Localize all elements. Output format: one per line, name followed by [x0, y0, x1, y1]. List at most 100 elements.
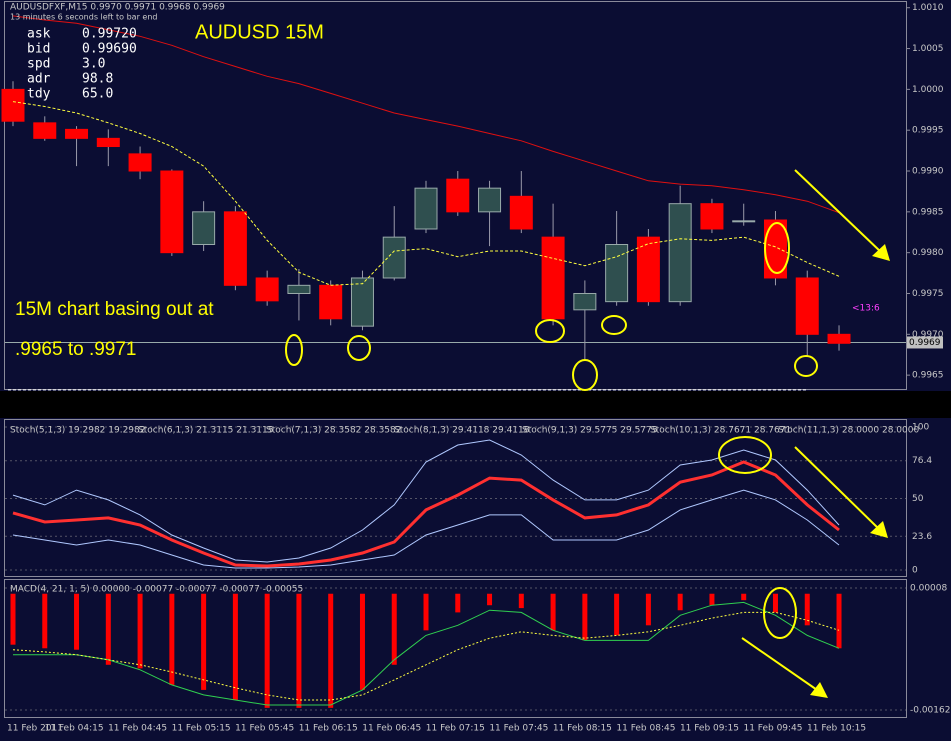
stoch-line	[12, 439, 840, 563]
x-tick-label: 11 Feb 09:15	[680, 724, 739, 734]
info-label: tdy	[27, 87, 51, 102]
macd-bar	[137, 593, 143, 669]
y-tick-label: 1.0010	[912, 3, 944, 13]
macd-bar	[201, 593, 207, 690]
arrowhead	[810, 682, 828, 698]
candle-body	[541, 236, 565, 320]
circle	[794, 355, 818, 377]
candle-body	[827, 333, 851, 344]
timer: 13 minutes 6 seconds left to bar end	[10, 13, 157, 22]
circle	[718, 436, 772, 474]
symbol-line: AUDUSDFXF,M15 0.9970 0.9971 0.9968 0.996…	[10, 3, 225, 13]
macd-bar	[423, 593, 429, 631]
circle	[764, 222, 790, 274]
plot	[1, 7, 910, 711]
x-tick-label: 11 Feb 2011	[7, 724, 63, 734]
x-tick-label: 11 Feb 07:45	[489, 724, 548, 734]
macd-bar	[487, 593, 493, 606]
macd-bar	[645, 593, 651, 626]
macd-bar	[455, 593, 461, 613]
stoch-line	[12, 489, 840, 569]
macd-bar	[42, 593, 48, 649]
candle-body	[1, 88, 25, 122]
candle-body	[446, 178, 470, 213]
info-value: 98.8	[82, 72, 113, 87]
macd-bar	[582, 593, 588, 641]
arrow	[794, 446, 881, 531]
y-tick-label: 0.00008	[910, 584, 947, 594]
macd-bar	[836, 593, 842, 649]
macd-bar	[232, 593, 238, 700]
moving-average	[12, 101, 840, 286]
candle-body	[382, 236, 406, 279]
candle-body	[33, 122, 57, 139]
macd-bar	[614, 593, 620, 636]
info-value: 3.0	[82, 57, 105, 72]
macd-bar	[296, 593, 302, 708]
macd-bar	[709, 593, 715, 606]
candle-body	[414, 187, 438, 230]
macd-bar	[772, 593, 778, 613]
y-tick-label: 1.0005	[912, 44, 944, 54]
stoch-label: Stoch(10,1,3) 28.7671 28.7671	[650, 426, 791, 436]
info-label: adr	[27, 72, 51, 87]
chart-caption: AUDUSD 15M	[195, 21, 324, 43]
candle-body	[255, 277, 279, 302]
x-tick-label: 11 Feb 05:15	[172, 724, 231, 734]
circle	[285, 334, 303, 366]
candle-body	[128, 153, 152, 172]
candle-body	[192, 211, 216, 245]
arrow	[741, 637, 821, 693]
macd-line	[13, 601, 840, 706]
macd-bar	[169, 593, 175, 685]
candle-body	[65, 128, 89, 139]
x-tick-label: 11 Feb 07:15	[426, 724, 485, 734]
y-tick-label: 76.4	[912, 456, 932, 466]
x-tick-label: 11 Feb 04:15	[45, 724, 104, 734]
macd-bar	[391, 593, 397, 665]
y-tick-label: 23.6	[912, 532, 932, 542]
x-tick-label: 11 Feb 05:45	[235, 724, 294, 734]
info-value: 0.99720	[82, 27, 137, 42]
stoch-label: Stoch(7,1,3) 28.3582 28.3582	[266, 426, 401, 436]
arrowheads	[810, 244, 890, 698]
x-tick-label: 11 Feb 04:45	[108, 724, 167, 734]
macd-frame	[4, 579, 907, 718]
macd-bar	[359, 593, 365, 690]
x-tick-label: 11 Feb 08:15	[553, 724, 612, 734]
circle	[601, 315, 627, 335]
x-tick-label: 11 Feb 10:15	[807, 724, 866, 734]
y-tick-label: 0.9985	[912, 207, 944, 217]
info-label: bid	[27, 42, 50, 57]
candle-body	[732, 220, 756, 223]
candle-body	[287, 284, 311, 294]
stoch-label: Stoch(9,1,3) 29.5775 29.5775	[522, 426, 657, 436]
circle	[535, 319, 565, 343]
current-price-box	[907, 336, 943, 349]
countdown: <13:6	[852, 304, 880, 314]
info-value: 65.0	[82, 87, 113, 102]
stoch-line	[12, 460, 840, 568]
y-tick-label: 0.9995	[912, 126, 944, 136]
info-label: spd	[27, 57, 50, 72]
macd-line	[12, 611, 840, 701]
candle-body	[160, 170, 184, 254]
y-tick-label: 0.9965	[912, 371, 944, 381]
macd-bar	[741, 593, 747, 601]
arrow	[794, 169, 883, 254]
y-tick-label: 50	[912, 494, 924, 504]
candle-body	[668, 203, 692, 303]
macd-bar	[677, 593, 683, 611]
y-tick-label: 0.9975	[912, 289, 944, 299]
y-tick-label: 0	[912, 566, 918, 576]
x-tick-label: 11 Feb 06:15	[299, 724, 358, 734]
stoch-label: Stoch(11,1,3) 28.0000 28.0000	[778, 426, 919, 436]
macd-bar	[74, 593, 80, 650]
macd-bar	[264, 593, 270, 708]
stoch-label: Stoch(6,1,3) 21.3115 21.3115	[138, 426, 273, 436]
candle-body	[573, 292, 597, 311]
arrowhead	[872, 244, 890, 261]
candle-body	[223, 211, 247, 286]
candle-body	[96, 137, 120, 148]
candle-body	[478, 187, 502, 213]
